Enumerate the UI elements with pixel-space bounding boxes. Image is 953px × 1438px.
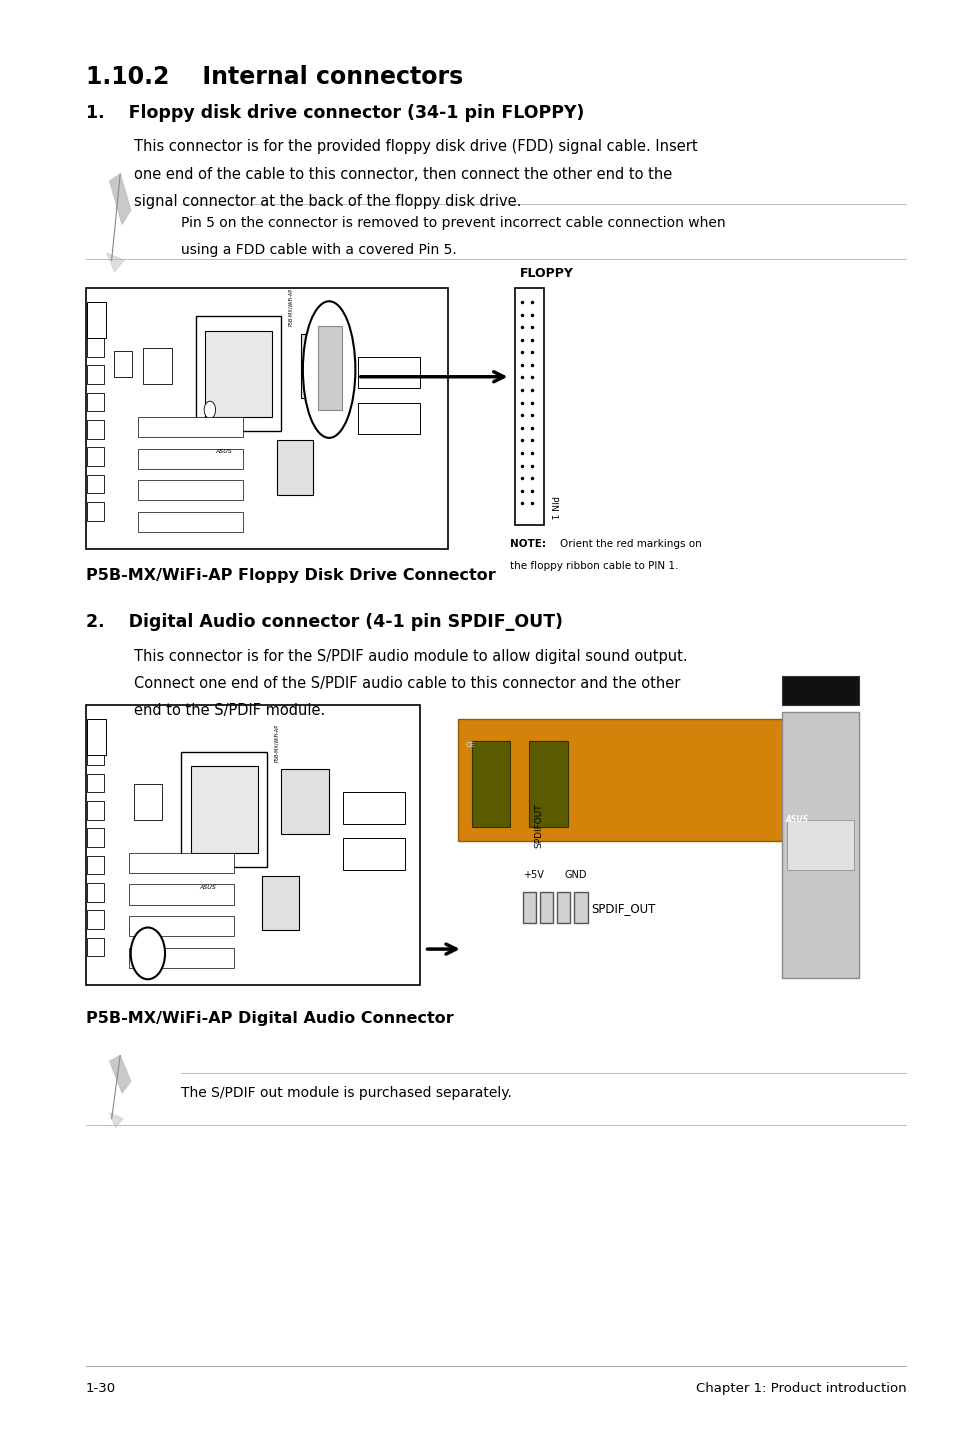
Bar [87,910,104,929]
Bar [357,403,419,434]
Bar [138,449,243,469]
Text: SPDIFOUT: SPDIFOUT [534,804,543,848]
Bar [87,475,104,493]
Bar [357,357,419,388]
Text: 1.10.2    Internal connectors: 1.10.2 Internal connectors [86,65,462,89]
Bar [281,769,329,834]
Bar [87,365,104,384]
Bar [522,892,536,923]
Polygon shape [110,1113,123,1127]
Bar [276,440,313,495]
Text: 1.    Floppy disk drive connector (34-1 pin FLOPPY): 1. Floppy disk drive connector (34-1 pin… [86,104,583,122]
Bar [129,948,233,968]
Bar [262,876,298,930]
Ellipse shape [302,302,355,439]
Text: Connect one end of the S/PDIF audio cable to this connector and the other: Connect one end of the S/PDIF audio cabl… [133,676,679,690]
Text: NOTE:: NOTE: [510,539,546,549]
Bar [557,892,570,923]
Bar [539,892,553,923]
Bar [114,351,132,377]
Bar [300,334,348,398]
Text: Orient the red markings on: Orient the red markings on [559,539,701,549]
Text: using a FDD cable with a covered Pin 5.: using a FDD cable with a covered Pin 5. [181,243,456,257]
Bar [457,719,820,841]
Bar [87,801,104,820]
Bar [87,502,104,521]
Text: +5V: +5V [522,870,543,880]
Bar [87,856,104,874]
Bar [87,302,106,338]
Text: 2.    Digital Audio connector (4-1 pin SPDIF_OUT): 2. Digital Audio connector (4-1 pin SPDI… [86,613,562,631]
Bar [195,316,281,431]
Bar [87,420,104,439]
Text: FLOPPY: FLOPPY [519,267,573,280]
Bar [191,766,257,853]
Bar [515,288,543,525]
Text: signal connector at the back of the floppy disk drive.: signal connector at the back of the flop… [133,194,520,209]
Polygon shape [110,174,131,224]
Bar [472,741,510,827]
Text: the floppy ribbon cable to PIN 1.: the floppy ribbon cable to PIN 1. [510,561,678,571]
Text: This connector is for the S/PDIF audio module to allow digital sound output.: This connector is for the S/PDIF audio m… [133,649,686,663]
Bar [129,916,233,936]
Bar [138,480,243,500]
Bar [574,892,587,923]
Bar [87,338,104,357]
Text: SPDIF_OUT: SPDIF_OUT [591,902,655,916]
Bar [129,853,233,873]
Text: P5B-MX/WiFi-AP Digital Audio Connector: P5B-MX/WiFi-AP Digital Audio Connector [86,1011,453,1025]
Bar [205,331,272,417]
Text: PIN 1: PIN 1 [548,496,557,519]
Bar [138,417,243,437]
Text: The S/PDIF out module is purchased separately.: The S/PDIF out module is purchased separ… [181,1086,512,1100]
Text: one end of the cable to this connector, then connect the other end to the: one end of the cable to this connector, … [133,167,671,181]
Bar [87,311,104,329]
Bar [781,676,858,705]
Bar [786,820,853,870]
Bar [87,883,104,902]
Text: ASUS: ASUS [199,884,216,890]
Text: Pin 5 on the connector is removed to prevent incorrect cable connection when: Pin 5 on the connector is removed to pre… [181,216,725,230]
Bar [87,447,104,466]
Text: CE: CE [465,742,475,748]
Bar [86,705,419,985]
Text: This connector is for the provided floppy disk drive (FDD) signal cable. Insert: This connector is for the provided flopp… [133,139,697,154]
Bar [317,326,342,410]
Text: P5B-MX/WiFi-AP: P5B-MX/WiFi-AP [274,723,279,762]
Bar [87,774,104,792]
Text: 1-30: 1-30 [86,1382,116,1395]
Text: P5B-MX/WiFi-AP Floppy Disk Drive Connector: P5B-MX/WiFi-AP Floppy Disk Drive Connect… [86,568,496,582]
Bar [343,792,405,824]
Text: ASUS: ASUS [215,449,233,454]
Bar [87,393,104,411]
Text: Chapter 1: Product introduction: Chapter 1: Product introduction [695,1382,905,1395]
Bar [87,719,106,755]
Polygon shape [107,253,124,272]
Polygon shape [110,1055,131,1093]
Bar [87,938,104,956]
Bar [143,348,172,384]
Bar [781,712,858,978]
Bar [86,288,448,549]
Circle shape [204,401,215,418]
Text: P5B-MX/WiFi-AP: P5B-MX/WiFi-AP [288,288,294,326]
Text: ASUS: ASUS [784,815,807,824]
Bar [87,828,104,847]
Text: end to the S/PDIF module.: end to the S/PDIF module. [133,703,324,718]
Bar [138,512,243,532]
Circle shape [131,928,165,979]
Bar [87,746,104,765]
Bar [181,752,267,867]
Bar [133,784,162,820]
Bar [343,838,405,870]
Bar [129,884,233,905]
Text: GND: GND [564,870,587,880]
Bar [529,741,567,827]
